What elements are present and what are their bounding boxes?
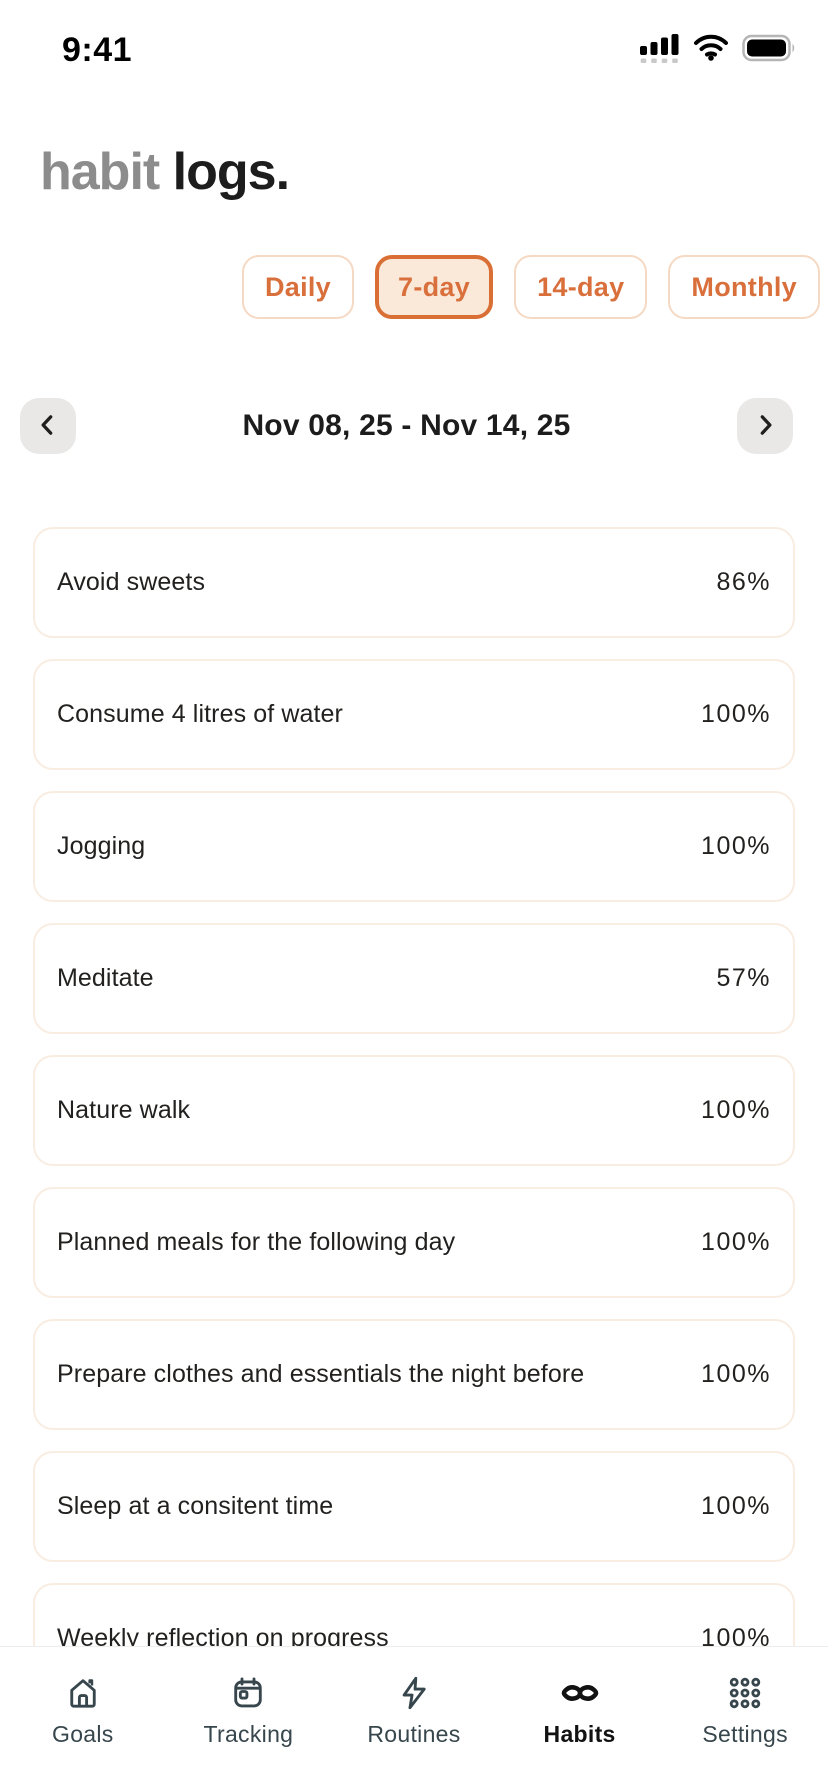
filter-14-day[interactable]: 14-day [514,255,648,319]
habit-completion: 86% [716,568,771,596]
home-icon [65,1674,101,1712]
habit-card[interactable]: Nature walk 100% [33,1055,795,1166]
status-bar: 9:41 [0,26,828,74]
habit-card[interactable]: Sleep at a consitent time 100% [33,1451,795,1562]
infinity-icon [558,1674,602,1712]
habit-card[interactable]: Meditate 57% [33,923,795,1034]
habit-name: Nature walk [57,1096,191,1124]
habit-completion: 100% [701,1228,771,1256]
habit-card[interactable]: Jogging 100% [33,791,795,902]
habit-card[interactable]: Avoid sweets 86% [33,527,795,638]
habit-completion: 100% [701,1360,771,1388]
calendar-icon [230,1674,266,1712]
habit-name: Consume 4 litres of water [57,700,343,728]
tab-label: Habits [543,1721,616,1747]
chevron-left-icon [35,412,61,441]
page-title: habit logs. [40,143,290,201]
dots-grid-icon [727,1674,763,1712]
habit-card[interactable]: Consume 4 litres of water 100% [33,659,795,770]
filter-monthly[interactable]: Monthly [668,255,820,319]
page-title-strong: logs. [172,143,290,201]
tab-label: Goals [52,1721,114,1747]
tab-habits[interactable]: Habits [497,1647,663,1792]
habit-completion: 100% [701,1096,771,1124]
tab-settings[interactable]: Settings [662,1647,828,1792]
date-navigation: Nov 08, 25 - Nov 14, 25 [20,398,793,454]
tab-bar: Goals Tracking Routines [0,1646,828,1792]
tab-routines[interactable]: Routines [331,1647,497,1792]
habit-card[interactable]: Prepare clothes and essentials the night… [33,1319,795,1430]
period-filter-group: Daily 7-day 14-day Monthly [0,255,820,319]
tab-label: Tracking [203,1721,294,1747]
cellular-signal-icon [640,33,680,68]
habit-completion: 100% [701,1492,771,1520]
habit-name: Sleep at a consitent time [57,1492,334,1520]
prev-week-button[interactable] [20,398,76,454]
habit-name: Prepare clothes and essentials the night… [57,1360,585,1388]
page-title-muted: habit [40,143,160,201]
status-time: 9:41 [62,30,133,69]
tab-goals[interactable]: Goals [0,1647,166,1792]
habit-list: Avoid sweets 86% Consume 4 litres of wat… [33,527,795,1694]
filter-7-day[interactable]: 7-day [375,255,494,319]
habit-completion: 100% [701,832,771,860]
date-range-label: Nov 08, 25 - Nov 14, 25 [242,409,571,442]
battery-icon [742,34,798,67]
tab-label: Routines [367,1721,461,1747]
lightning-icon [396,1674,432,1712]
habit-completion: 57% [716,964,771,992]
habit-card[interactable]: Planned meals for the following day 100% [33,1187,795,1298]
wifi-icon [693,34,729,66]
next-week-button[interactable] [737,398,793,454]
habit-completion: 100% [701,700,771,728]
chevron-right-icon [752,412,778,441]
filter-daily[interactable]: Daily [241,255,355,319]
habit-name: Planned meals for the following day [57,1228,456,1256]
habit-name: Jogging [57,832,146,860]
status-icons [640,33,798,68]
habit-name: Avoid sweets [57,568,206,596]
tab-label: Settings [702,1721,788,1747]
habit-name: Meditate [57,964,154,992]
tab-tracking[interactable]: Tracking [166,1647,332,1792]
